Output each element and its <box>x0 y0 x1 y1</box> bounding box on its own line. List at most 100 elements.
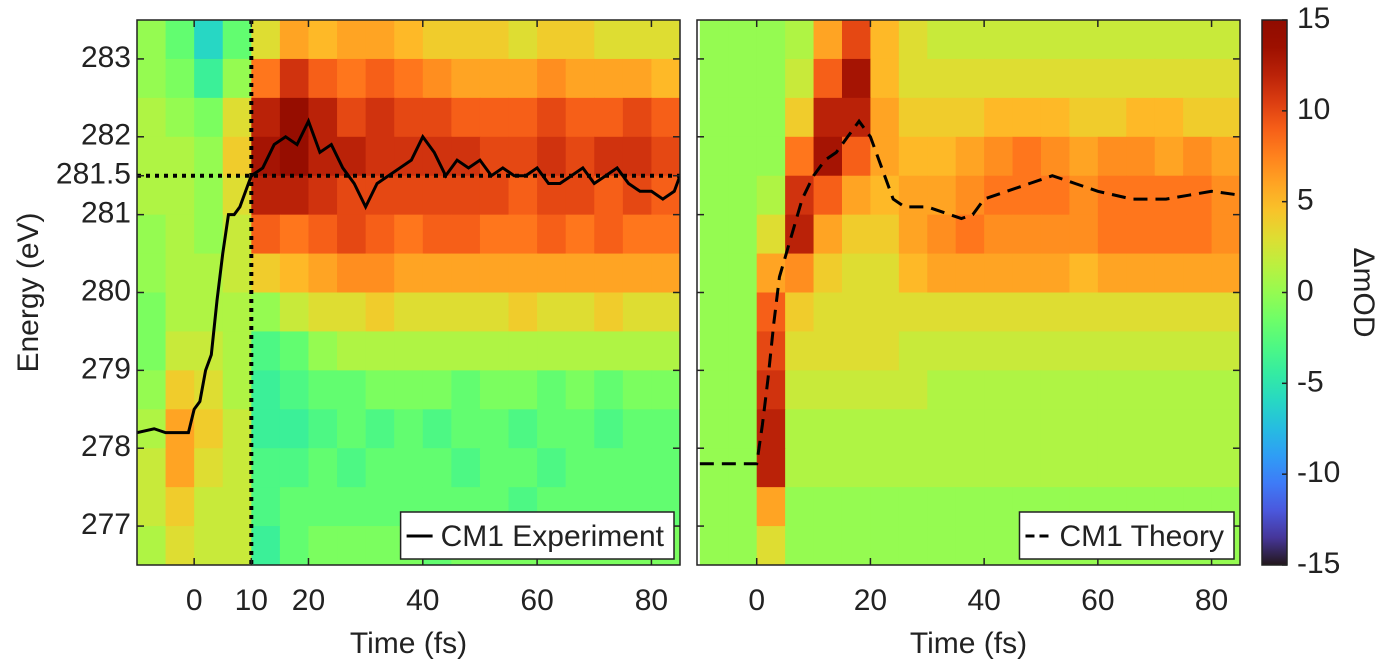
heatmap-cell <box>451 136 481 177</box>
heatmap-cell <box>728 409 758 449</box>
heatmap-cell <box>756 370 786 410</box>
heatmap-cell <box>1211 97 1240 138</box>
heatmap-cell <box>222 487 252 527</box>
heatmap-cell <box>1069 448 1099 488</box>
heatmap-cell <box>984 526 1014 565</box>
heatmap-cell <box>479 409 510 449</box>
heatmap-cell <box>365 487 395 527</box>
legend-box <box>1018 511 1235 560</box>
heatmap-cell <box>137 20 167 60</box>
heatmap-cell <box>1069 97 1099 138</box>
y-tick-label: 280 <box>81 274 131 307</box>
heatmap-cell <box>165 58 195 99</box>
heatmap-cell <box>813 58 843 99</box>
heatmap-cell <box>308 58 338 99</box>
heatmap-cell <box>194 214 224 255</box>
heatmap-cell <box>137 526 167 565</box>
heatmap-cell <box>565 253 595 294</box>
heatmap-cell <box>137 136 167 177</box>
heatmap-cell <box>1154 370 1184 410</box>
heatmap-cell <box>622 214 653 255</box>
heatmap-cell <box>870 253 900 294</box>
heatmap-cell <box>451 175 481 216</box>
heatmap-cell <box>165 97 195 138</box>
heatmap-cell <box>137 448 167 488</box>
heatmap-cell <box>813 526 843 565</box>
heatmap-cell <box>394 175 424 216</box>
x-tick-label: 40 <box>406 584 439 617</box>
heatmap-cell <box>365 448 395 488</box>
heatmap-cell <box>1183 214 1213 255</box>
heatmap-cell <box>565 214 595 255</box>
heatmap-cell <box>537 58 567 99</box>
heatmap-cell <box>1097 58 1127 99</box>
heatmap-cell <box>508 175 538 216</box>
heatmap-cell <box>165 331 195 371</box>
heatmap-cell <box>194 175 224 216</box>
heatmap-cell <box>841 97 872 138</box>
heatmap-cell <box>728 136 758 177</box>
heatmap-cell <box>1126 58 1156 99</box>
heatmap-cell <box>165 214 195 255</box>
heatmap-cell <box>194 58 224 99</box>
heatmap-cell <box>1097 331 1127 371</box>
heatmap-cell <box>699 58 729 99</box>
heatmap-cell <box>594 409 624 449</box>
heatmap-cell <box>422 175 452 216</box>
heatmap-cell <box>565 409 595 449</box>
heatmap-cell <box>927 97 957 138</box>
heatmap-cell <box>1040 58 1071 99</box>
heatmap-cell <box>137 58 167 99</box>
heatmap-cell <box>137 214 167 255</box>
x-tick-label: 40 <box>967 584 1000 617</box>
heatmap-cell <box>984 214 1014 255</box>
heatmap-cell <box>565 370 595 410</box>
heatmap-cell <box>699 409 729 449</box>
heatmap-cell <box>1211 20 1240 60</box>
heatmap-cell <box>565 292 595 333</box>
heatmap-cell <box>1040 331 1071 371</box>
heatmap-cell <box>622 409 653 449</box>
heatmap-cell <box>785 409 815 449</box>
y-tick-label: 278 <box>81 430 131 463</box>
heatmap-cell <box>898 58 928 99</box>
heatmap-cell <box>651 331 680 371</box>
heatmap-cell <box>337 487 367 527</box>
heatmap-cell <box>1183 58 1213 99</box>
heatmap-cell <box>728 253 758 294</box>
heatmap-cell <box>222 97 252 138</box>
heatmap-cell <box>165 136 195 177</box>
colorbar-tick-label: -10 <box>1297 456 1340 489</box>
heatmap-cell <box>841 487 872 527</box>
heatmap-cell <box>1069 331 1099 371</box>
y-tick-label: 277 <box>81 508 131 541</box>
heatmap-cell <box>1183 292 1213 333</box>
heatmap-cell <box>451 58 481 99</box>
heatmap-cell <box>1012 292 1042 333</box>
heatmap-cell <box>565 175 595 216</box>
heatmap-cell <box>194 409 224 449</box>
heatmap-cell <box>841 409 872 449</box>
heatmap-cell <box>984 331 1014 371</box>
heatmap-cell <box>1040 214 1071 255</box>
colorbar-tick-label: 15 <box>1297 2 1330 35</box>
heatmap-cell <box>594 20 624 60</box>
heatmap-cell <box>251 409 281 449</box>
heatmap-cell <box>451 331 481 371</box>
heatmap-cell <box>728 487 758 527</box>
heatmap-cell <box>984 487 1014 527</box>
heatmap-cell <box>1097 214 1127 255</box>
heatmap-cell <box>728 175 758 216</box>
heatmap-cell <box>394 370 424 410</box>
heatmap-cell <box>955 175 985 216</box>
heatmap-cell <box>927 292 957 333</box>
heatmap-cell <box>394 292 424 333</box>
heatmap-cell <box>955 331 985 371</box>
x-axis-label: Time (fs) <box>910 627 1027 660</box>
heatmap-cell <box>222 58 252 99</box>
heatmap-cell <box>898 370 928 410</box>
heatmap-cell <box>537 214 567 255</box>
heatmap-cell <box>622 97 653 138</box>
heatmap-cell <box>841 448 872 488</box>
heatmap-cell <box>870 58 900 99</box>
